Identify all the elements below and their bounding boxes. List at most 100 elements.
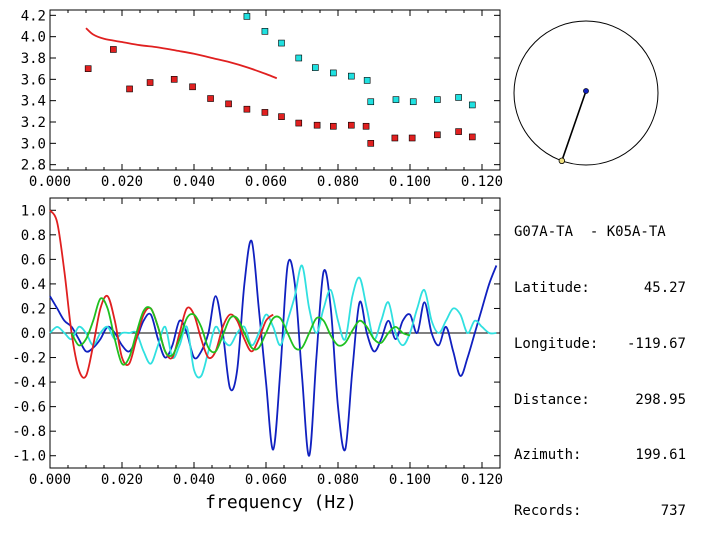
plot-area: 0.000 0.020 0.040 0.060 0.080 0.100 0.120 2.8 3.… [12, 8, 659, 513]
info-row-records: Records: 737 [514, 502, 686, 521]
y-tick-label: 4.2 [21, 8, 46, 24]
x-tick-label: 0.080 [317, 174, 359, 190]
data-point [243, 13, 251, 20]
x-tick-label: 0.120 [461, 472, 503, 488]
data-point [278, 113, 285, 120]
series-line [85, 27, 278, 80]
info-label: Distance: [514, 391, 590, 408]
plot-frame [49, 9, 501, 171]
series-line [49, 239, 498, 457]
data-point [455, 128, 462, 135]
data-point [391, 134, 399, 142]
info-row-azimuth: Azimuth: 199.61 [514, 446, 686, 465]
azimuth-diagram [513, 20, 659, 166]
data-point [363, 77, 371, 84]
y-tick-label: -0.4 [12, 375, 46, 391]
y-tick-label: 3.2 [21, 115, 46, 131]
y-tick-label: 0.4 [21, 277, 46, 293]
data-point [434, 96, 441, 103]
y-tick-label: -1.0 [12, 449, 46, 465]
data-point [392, 96, 400, 103]
data-point [261, 28, 269, 35]
data-point [295, 119, 303, 127]
data-point [348, 72, 355, 80]
data-point [455, 94, 462, 101]
data-point [330, 69, 337, 77]
data-point [348, 121, 355, 129]
info-label: Azimuth: [514, 447, 582, 464]
x-tick-label: 0.100 [389, 174, 431, 190]
data-point [313, 121, 321, 129]
data-point [468, 101, 476, 109]
x-tick-label: 0.080 [317, 472, 359, 488]
data-point [312, 64, 319, 71]
y-tick-label: -0.6 [12, 400, 46, 416]
y-tick-label: 0.8 [21, 228, 46, 244]
x-tick-label: 0.020 [101, 472, 143, 488]
data-point [295, 54, 303, 62]
data-point [243, 105, 251, 113]
series-line [70, 297, 411, 366]
x-tick-label: 0.040 [173, 174, 215, 190]
y-tick-label: 2.8 [21, 158, 46, 174]
station-info-panel: G07A-TA - K05A-TA Latitude: 45.27 Longitu… [514, 186, 686, 539]
data-point [126, 85, 133, 93]
data-point [330, 122, 337, 130]
y-tick-label: 3.0 [21, 136, 46, 152]
y-tick-label: 4.0 [21, 30, 46, 46]
info-value: 298.95 [635, 391, 686, 408]
azimuth-circle [513, 20, 659, 166]
data-point [170, 76, 178, 83]
correlation-panel: 0.000 0.020 0.040 0.060 0.080 0.100 0.120 -1.0 -… [12, 197, 503, 513]
y-tick-label: -0.8 [12, 424, 46, 440]
y-tick-label: 0.2 [21, 301, 46, 317]
y-tick-label: 3.6 [21, 72, 46, 88]
info-value: 45.27 [643, 279, 686, 296]
x-tick-label: 0.060 [245, 472, 287, 488]
info-row-longitude: Longitude: -119.67 [514, 335, 686, 354]
info-label: Records: [514, 503, 582, 520]
x-tick-label: 0.100 [389, 472, 431, 488]
info-label: Longitude: [514, 335, 599, 352]
x-tick-label: 0.020 [101, 174, 143, 190]
info-value: -119.67 [626, 335, 686, 352]
info-row-latitude: Latitude: 45.27 [514, 279, 686, 298]
station-marker [583, 88, 589, 94]
y-tick-label: 0.6 [21, 252, 46, 268]
x-tick-label: 0.000 [29, 472, 71, 488]
data-point [367, 140, 375, 147]
x-axis-label: frequency (Hz) [205, 492, 357, 513]
velocity-panel: 0.000 0.020 0.040 0.060 0.080 0.100 0.120 2.8 3.… [21, 8, 503, 190]
data-point [434, 131, 441, 139]
data-point [278, 39, 285, 47]
y-tick-label: 1.0 [21, 203, 46, 219]
data-point [110, 46, 117, 53]
data-point [261, 109, 269, 116]
x-tick-label: 0.120 [461, 174, 503, 190]
station-marker [558, 157, 566, 165]
x-tick-label: 0.060 [245, 174, 287, 190]
y-tick-label: 3.4 [21, 94, 46, 110]
data-point [225, 100, 232, 108]
y-tick-label: 0.0 [21, 326, 46, 342]
data-point [408, 134, 416, 142]
azimuth-line [561, 90, 587, 162]
x-tick-label: 0.040 [173, 472, 215, 488]
data-point [189, 83, 196, 91]
data-point [468, 133, 476, 141]
data-point [84, 65, 92, 72]
y-tick-label: 3.8 [21, 51, 46, 67]
data-point [362, 122, 370, 130]
info-value: 737 [660, 503, 686, 520]
x-tick-label: 0.000 [29, 174, 71, 190]
data-point [207, 95, 214, 102]
info-label: Latitude: [514, 279, 590, 296]
series-line [49, 264, 497, 379]
info-value: 199.61 [635, 447, 686, 464]
station-pair-title: G07A-TA - K05A-TA [514, 224, 666, 241]
data-point [409, 98, 417, 106]
y-tick-label: -0.2 [12, 351, 46, 367]
info-row-distance: Distance: 298.95 [514, 391, 686, 410]
data-point [146, 79, 154, 86]
data-point [367, 98, 375, 106]
